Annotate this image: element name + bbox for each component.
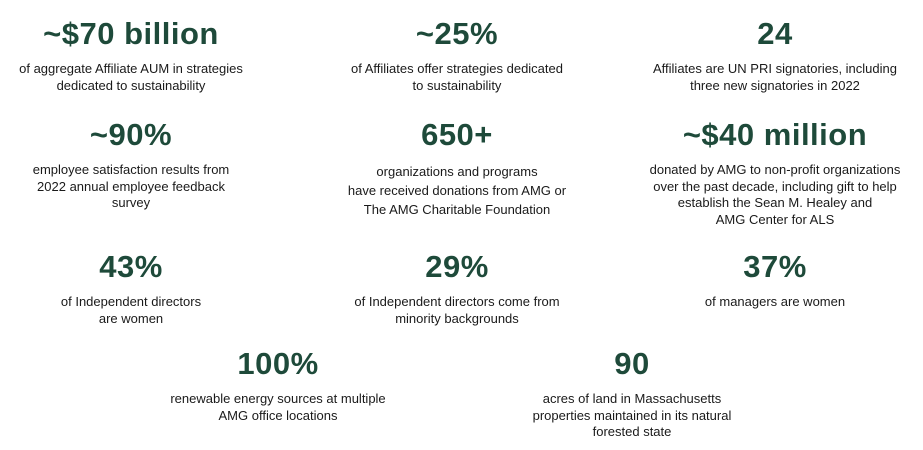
stat-forest-acres: 90 acres of land in Massachusetts proper… (482, 346, 782, 441)
stat-un-pri: 24 Affiliates are UN PRI signatories, in… (625, 16, 923, 94)
stat-description: employee satisfaction results from 2022 … (32, 162, 230, 210)
stat-value: ~$40 million (682, 117, 868, 152)
stat-description: organizations and programs have received… (347, 164, 567, 217)
stat-renewable-energy: 100% renewable energy sources at multipl… (128, 346, 428, 424)
stat-aum: ~$70 billion of aggregate Affiliate AUM … (0, 16, 281, 94)
stat-description: of managers are women (704, 294, 846, 309)
stat-value: ~$70 billion (43, 16, 219, 51)
stat-women-managers: 37% of managers are women (625, 249, 923, 311)
stat-description: of Independent directors come from minor… (354, 294, 560, 326)
stat-value: ~90% (89, 117, 173, 152)
stat-value: 90 (614, 346, 650, 381)
stat-women-directors: 43% of Independent directors are women (0, 249, 281, 327)
stat-affiliates-sustainability: ~25% of Affiliates offer strategies dedi… (307, 16, 607, 94)
stat-description: renewable energy sources at multiple AMG… (170, 391, 386, 423)
stat-organizations: 650+ organizations and programs have rec… (307, 117, 607, 219)
stat-employee-satisfaction: ~90% employee satisfaction results from … (0, 117, 281, 212)
stat-description: of Affiliates offer strategies dedicated… (351, 61, 563, 93)
stat-value: 29% (425, 249, 489, 284)
stat-description: of Independent directors are women (60, 294, 202, 326)
stat-description: acres of land in Massachusetts propertie… (532, 391, 732, 439)
stat-donations: ~$40 million donated by AMG to non-profi… (615, 117, 923, 228)
stat-value: 24 (757, 16, 793, 51)
stat-description: of aggregate Affiliate AUM in strategies… (19, 61, 243, 93)
stat-value: 650+ (421, 117, 493, 152)
stat-description: Affiliates are UN PRI signatories, inclu… (653, 61, 897, 93)
stat-value: 37% (743, 249, 807, 284)
stat-value: ~25% (415, 16, 499, 51)
stat-value: 43% (99, 249, 163, 284)
stat-value: 100% (237, 346, 319, 381)
stat-minority-directors: 29% of Independent directors come from m… (307, 249, 607, 327)
stat-description: donated by AMG to non-profit organizatio… (649, 162, 901, 227)
